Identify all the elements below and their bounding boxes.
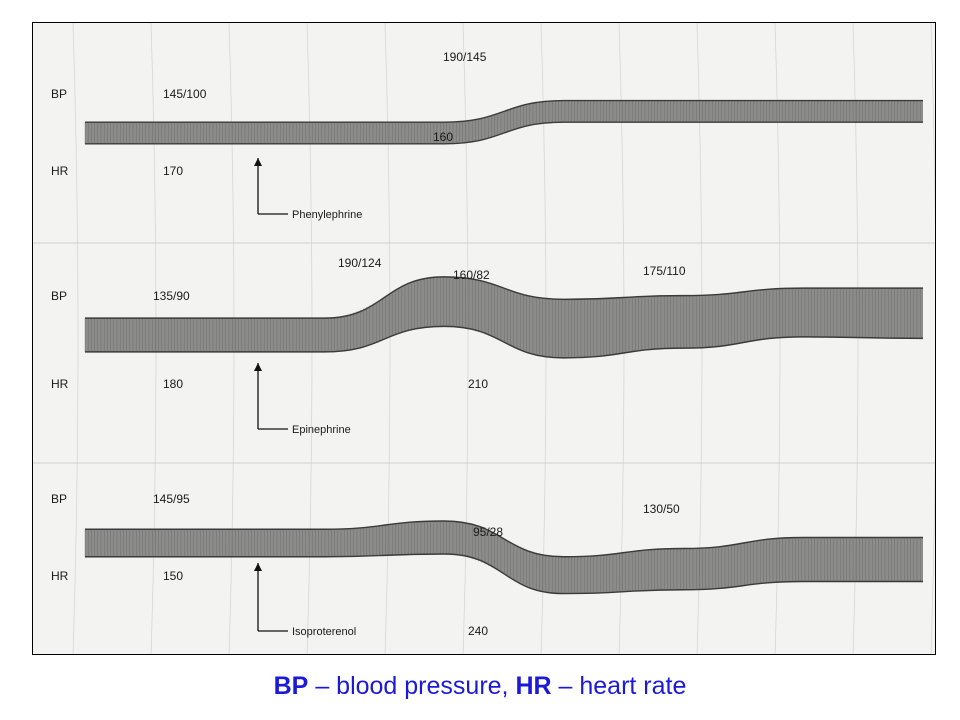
bp-side-label: BP: [51, 289, 67, 303]
bp-side-label: BP: [51, 492, 67, 506]
value-label: 240: [468, 624, 488, 638]
value-label: 175/110: [643, 264, 686, 278]
caption-hr-abbr: HR: [515, 672, 552, 700]
grid-line: [384, 23, 391, 654]
drug-label: Phenylephrine: [292, 209, 362, 221]
hr-side-label: HR: [51, 377, 69, 391]
value-label: 160: [433, 130, 453, 144]
grid-line: [72, 23, 79, 654]
grid-line: [930, 23, 935, 654]
drug-label: Epinephrine: [292, 424, 351, 436]
arrow-up-icon: [254, 563, 262, 571]
value-label: 160/82: [453, 268, 490, 282]
drug-label: Isoproterenol: [292, 626, 356, 638]
caption: BP – blood pressure, HR – heart rate: [0, 672, 960, 701]
value-label: 130/50: [643, 502, 680, 516]
value-label: 210: [468, 377, 488, 391]
value-label: 190/124: [338, 256, 382, 270]
diastolic-line: [84, 121, 923, 145]
caption-bp-text: – blood pressure,: [315, 672, 509, 700]
value-label: 180: [163, 377, 183, 391]
hr-side-label: HR: [51, 164, 69, 178]
pulse-ticks: [84, 521, 921, 594]
grid-line: [462, 23, 469, 654]
value-label: 150: [163, 569, 183, 583]
pulse-ticks: [84, 276, 921, 358]
value-label: 190/145: [443, 50, 487, 64]
caption-bp-abbr: BP: [273, 672, 309, 700]
tracing-svg: BP HR 145/100 190/145 170 160 Phenylephrine BP H…: [33, 23, 935, 654]
bp-side-label: BP: [51, 87, 67, 101]
caption-hr-text: – heart rate: [558, 672, 687, 700]
chart-figure: BP HR 145/100 190/145 170 160 Phenylephrine BP H…: [32, 22, 936, 655]
arrow-up-icon: [254, 158, 262, 166]
pulse-ticks: [84, 100, 921, 144]
value-label: 145/95: [153, 492, 190, 506]
hr-side-label: HR: [51, 569, 69, 583]
value-label: 170: [163, 164, 183, 178]
value-label: 95/28: [473, 525, 503, 539]
arrow-up-icon: [254, 363, 262, 371]
value-label: 145/100: [163, 87, 207, 101]
value-label: 135/90: [153, 289, 190, 303]
